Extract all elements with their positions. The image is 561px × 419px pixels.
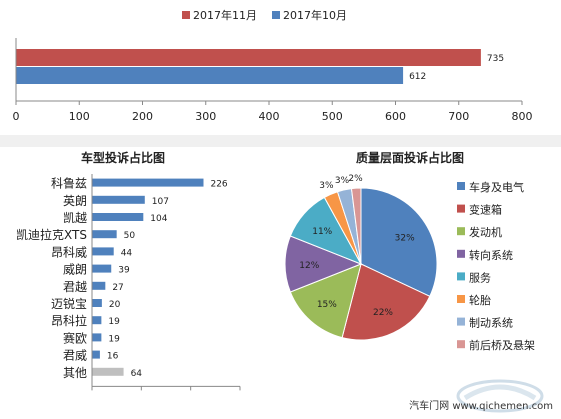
legend-swatch-2 — [457, 227, 465, 236]
data-label-7: 20 — [109, 300, 121, 310]
chart-title: 质量层面投诉占比图 — [356, 150, 464, 165]
data-label-4: 44 — [121, 248, 133, 258]
x-tick-label-1: 100 — [69, 110, 90, 123]
category-label-1: 英朗 — [63, 194, 87, 208]
quality-complaint-pie-chart: 质量层面投诉占比图 32% 22% 15% 12% 11% 3% 3% 2% 车身及电气 变速箱 发动… — [275, 147, 561, 397]
data-label-6: 27 — [112, 283, 123, 293]
x-tick-label-5: 500 — [322, 110, 343, 123]
category-label-8: 昂科拉 — [51, 313, 87, 328]
slice-label-6: 3% — [335, 176, 350, 186]
data-label-2: 104 — [150, 214, 167, 224]
data-label-9: 19 — [108, 334, 120, 344]
legend-label-4: 服务 — [469, 271, 491, 284]
bar-3 — [92, 230, 117, 239]
category-label-2: 凯越 — [63, 211, 87, 225]
legend-swatch-5 — [457, 295, 465, 303]
slice-label-0: 32% — [395, 233, 415, 243]
slice-label-3: 12% — [299, 261, 319, 271]
chart-title: 车型投诉占比图 — [81, 150, 165, 165]
legend-swatch-1 — [457, 204, 465, 213]
pie-slice-2 — [289, 263, 362, 339]
x-tick-label-3: 300 — [195, 110, 216, 123]
pie-slice-1 — [341, 263, 431, 341]
legend-label-2: 发动机 — [469, 225, 502, 239]
monthly-comparison-svg: 2017年11月 2017年10月 735 612 0 100 200 300 400 500 60… — [13, 8, 533, 123]
category-label-10: 君威 — [63, 349, 87, 363]
x-tick-label-2: 200 — [180, 395, 201, 397]
legend-label-5: 轮胎 — [469, 293, 491, 307]
bar-10 — [92, 350, 100, 359]
legend-swatch-6 — [457, 317, 465, 326]
x-tick-label-0: 0 — [89, 395, 96, 397]
category-label-6: 君越 — [63, 280, 87, 294]
legend-swatch-0 — [457, 182, 465, 190]
bar-1 — [92, 195, 145, 204]
data-label-3: 50 — [124, 231, 136, 241]
category-label-4: 昂科威 — [51, 245, 87, 259]
x-tick-label-2: 200 — [132, 110, 153, 123]
category-label-3: 凯迪拉克XTS — [16, 227, 87, 242]
legend-swatch-7 — [457, 340, 465, 349]
monthly-comparison-chart: 2017年11月 2017年10月 735 612 0 100 200 300 400 500 60… — [0, 0, 561, 135]
data-label-1: 107 — [152, 197, 169, 207]
legend-swatch-0 — [182, 11, 190, 19]
slice-label-7: 2% — [348, 174, 363, 184]
legend-swatch-3 — [457, 249, 465, 258]
legend-label-7: 前后桥及悬架 — [469, 338, 535, 352]
bar-0 — [92, 178, 204, 187]
pie-slice-0 — [360, 187, 438, 298]
bar-4 — [92, 247, 114, 256]
slice-label-5: 3% — [319, 181, 334, 191]
bar-1 — [16, 67, 404, 84]
data-label-11: 64 — [131, 369, 143, 379]
watermark-logo — [456, 379, 544, 413]
category-label-7: 迈锐宝 — [51, 297, 87, 311]
legend-label-0: 车身及电气 — [469, 180, 524, 194]
bar-9 — [92, 333, 102, 342]
slice-label-1: 22% — [373, 308, 393, 318]
category-label-5: 威朗 — [63, 263, 87, 277]
bar-6 — [92, 281, 106, 290]
bar-7 — [92, 299, 102, 307]
data-label-8: 19 — [108, 317, 120, 327]
bar-2 — [92, 213, 144, 221]
x-tick-label-6: 600 — [385, 110, 406, 123]
section-divider — [0, 135, 561, 147]
category-label-9: 赛欧 — [63, 330, 87, 345]
x-tick-label-8: 800 — [512, 110, 533, 123]
legend-label-1: 变速箱 — [469, 203, 502, 217]
slice-label-2: 15% — [317, 300, 337, 310]
data-label-5: 39 — [118, 266, 130, 276]
slice-label-4: 11% — [312, 227, 332, 237]
data-label-0: 735 — [487, 54, 504, 64]
legend-label-1: 2017年10月 — [283, 8, 347, 22]
legend-swatch-1 — [272, 11, 280, 19]
x-tick-label-0: 0 — [13, 110, 20, 123]
legend-label-0: 2017年11月 — [193, 8, 257, 22]
category-label-11: 其他 — [63, 366, 87, 380]
data-label-1: 612 — [409, 72, 426, 82]
legend-swatch-4 — [457, 272, 465, 281]
bar-0 — [16, 49, 481, 66]
model-complaint-chart: 车型投诉占比图科鲁兹 226 英朗 107 凯越 104 凯迪拉克XTS 50 昂科威 44 威朗 3… — [0, 147, 275, 408]
watermark-text: 汽车门网 www.qichemen.com — [409, 401, 553, 412]
bar-11 — [92, 367, 124, 376]
legend-label-6: 制动系统 — [469, 317, 513, 330]
data-label-10: 16 — [107, 352, 119, 362]
data-label-0: 226 — [210, 180, 227, 190]
category-label-0: 科鲁兹 — [51, 177, 87, 191]
x-tick-label-4: 400 — [259, 110, 280, 123]
x-tick-label-7: 700 — [448, 110, 469, 123]
x-tick-label-3: 300 — [230, 395, 251, 397]
bar-8 — [92, 316, 102, 325]
bar-5 — [92, 264, 112, 273]
legend-label-3: 转向系统 — [469, 248, 513, 262]
x-tick-label-1: 100 — [131, 395, 152, 397]
pie-slice-7 — [350, 187, 362, 265]
